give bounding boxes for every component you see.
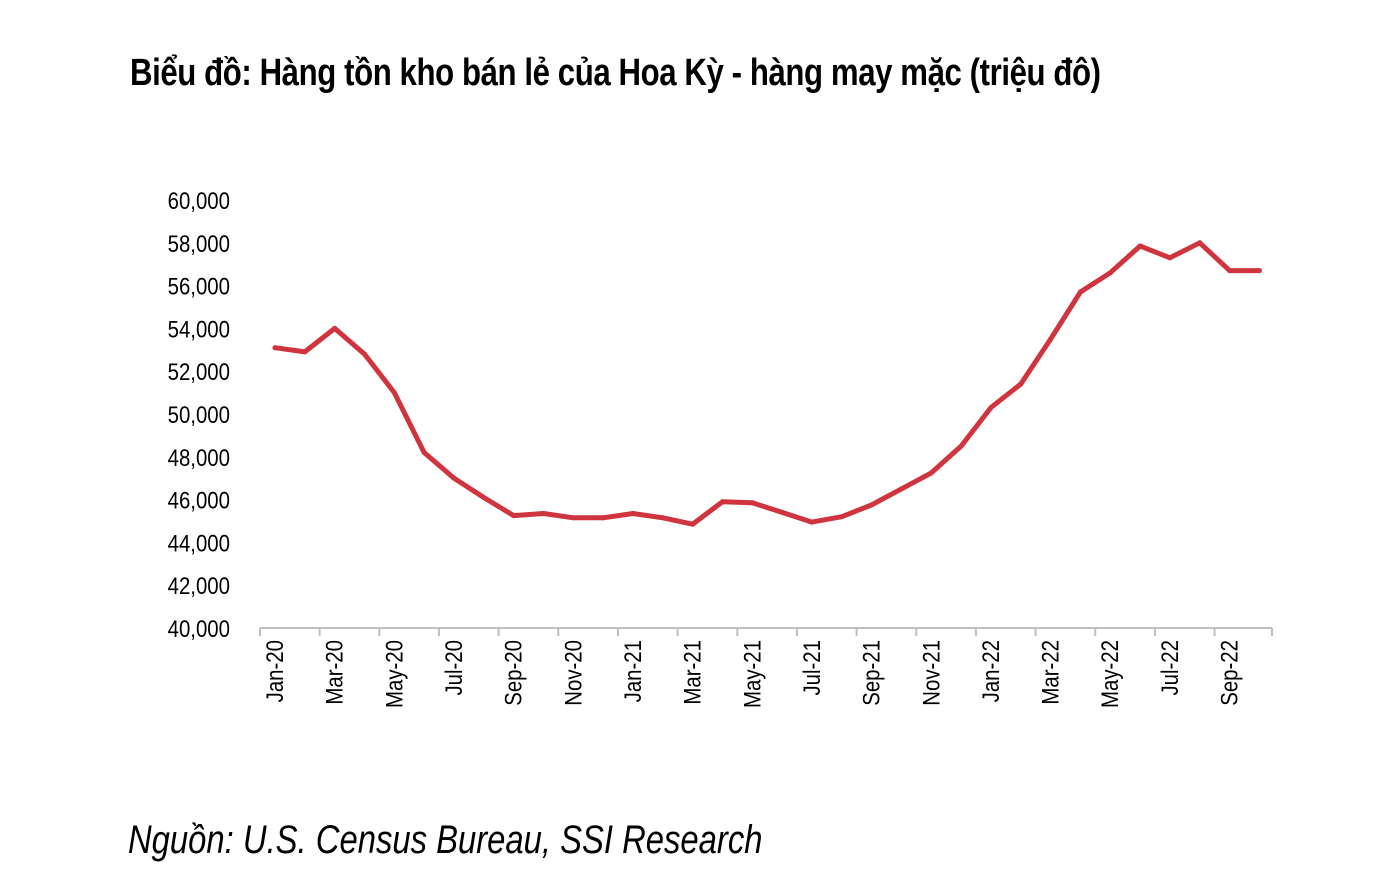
x-tick-label: Jan-22 — [977, 640, 1004, 702]
y-tick-label: 40,000 — [168, 615, 230, 642]
x-tick-label: Sep-21 — [858, 640, 885, 706]
series-line — [272, 240, 1262, 527]
chart-title: Biểu đồ: Hàng tồn kho bán lẻ của Hoa Kỳ … — [130, 52, 1101, 94]
y-axis-tick-labels: 40,000 42,000 44,000 46,000 48,000 50,000 52,0… — [168, 187, 230, 642]
data-point — [869, 502, 875, 508]
data-point — [988, 405, 994, 411]
y-tick-label: 44,000 — [168, 530, 230, 557]
data-point — [660, 515, 666, 521]
data-point — [809, 519, 815, 525]
x-tick-label: May-20 — [381, 640, 408, 708]
data-point — [272, 345, 278, 351]
y-tick-label: 52,000 — [168, 359, 230, 386]
data-point — [451, 475, 457, 481]
source-note: Nguồn: U.S. Census Bureau, SSI Research — [128, 818, 763, 862]
data-point — [839, 514, 845, 520]
data-point — [1107, 270, 1113, 276]
x-tick-label: Nov-21 — [918, 640, 945, 706]
y-tick-label: 60,000 — [168, 187, 230, 214]
data-point — [1227, 268, 1233, 274]
x-tick-label: Jul-22 — [1156, 640, 1183, 696]
data-point — [1018, 381, 1024, 387]
y-tick-label: 48,000 — [168, 444, 230, 471]
data-point — [928, 470, 934, 476]
x-tick-label: Jan-21 — [619, 640, 646, 702]
data-point — [600, 515, 606, 521]
x-tick-label: Mar-22 — [1037, 640, 1064, 705]
data-point — [1137, 243, 1143, 249]
x-tick-label: Sep-22 — [1216, 640, 1243, 706]
data-point — [779, 509, 785, 515]
data-point — [481, 495, 487, 500]
data-point — [391, 390, 397, 396]
y-tick-label: 58,000 — [168, 230, 230, 257]
y-tick-label: 46,000 — [168, 487, 230, 514]
data-point — [541, 511, 546, 516]
x-tick-label: Sep-20 — [500, 640, 527, 706]
data-point — [1197, 240, 1203, 246]
x-tick-label: Mar-20 — [321, 640, 348, 705]
x-axis — [259, 627, 1273, 636]
data-point — [332, 325, 338, 331]
data-point — [302, 349, 308, 355]
y-tick-label: 54,000 — [168, 316, 230, 343]
x-tick-label: Nov-20 — [560, 640, 587, 706]
data-point — [362, 351, 367, 357]
data-point — [630, 511, 636, 516]
data-point — [958, 443, 964, 449]
x-tick-label: May-22 — [1097, 640, 1124, 708]
x-tick-label: Jan-20 — [261, 640, 288, 702]
data-point — [1077, 289, 1083, 295]
data-point — [511, 513, 517, 519]
y-tick-label: 56,000 — [168, 273, 230, 300]
x-axis-tick-labels: Jan-20 Mar-20 May-20 Jul-20 Sep-20 Nov-20 Jan-… — [261, 640, 1242, 708]
x-tick-label: Mar-21 — [679, 640, 706, 705]
data-point — [749, 500, 755, 506]
data-point — [898, 486, 904, 492]
y-tick-label: 42,000 — [168, 573, 230, 600]
data-point — [570, 515, 576, 521]
x-tick-label: Jul-21 — [798, 640, 825, 696]
data-point — [421, 450, 427, 455]
data-point — [1048, 336, 1054, 342]
x-tick-label: Jul-20 — [440, 640, 467, 696]
data-point — [1167, 255, 1173, 261]
y-tick-label: 50,000 — [168, 401, 230, 428]
x-tick-label: May-21 — [739, 640, 766, 708]
data-point — [720, 499, 725, 505]
series-layer — [272, 240, 1262, 527]
data-point — [1256, 268, 1262, 274]
data-point — [690, 521, 696, 527]
